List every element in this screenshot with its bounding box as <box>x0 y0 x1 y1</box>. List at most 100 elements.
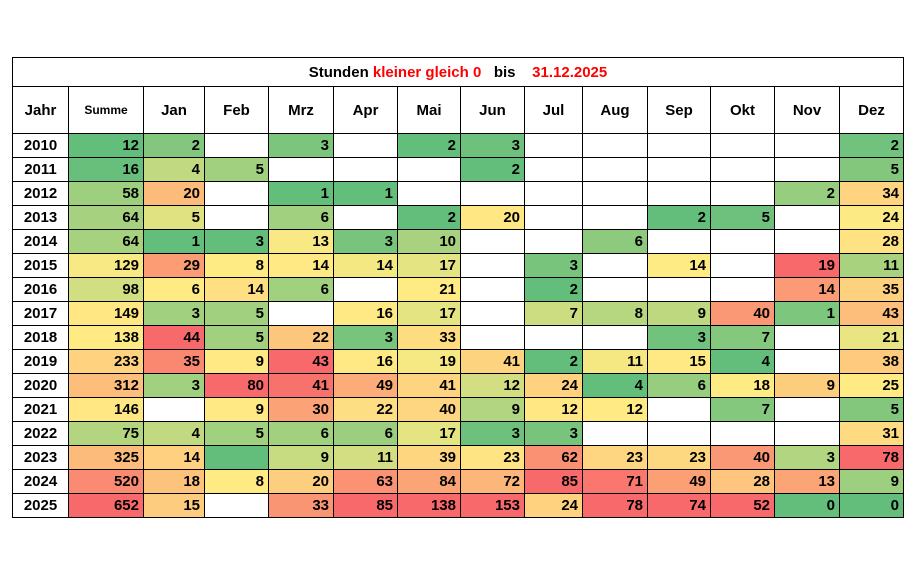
cell-jan: 18 <box>143 469 205 494</box>
cell-apr: 16 <box>333 349 398 374</box>
cell-jun <box>460 229 525 254</box>
cell-aug: 11 <box>582 349 648 374</box>
cell-apr: 6 <box>333 421 398 446</box>
cell-jul: 24 <box>524 493 583 518</box>
cell-jul <box>524 181 583 206</box>
year-cell: 2017 <box>12 301 69 326</box>
cell-aug <box>582 133 648 158</box>
column-header-apr: Apr <box>333 86 398 134</box>
table-row-2024: 2024 520 18 8 20 63 84 72 85 71 49 28 13 9 <box>12 469 904 494</box>
cell-okt: 7 <box>710 325 775 350</box>
header-row: Jahr Summe Jan Feb Mrz Apr Mai Jun Jul Aug Sep Okt N… <box>12 86 904 134</box>
cell-jan: 15 <box>143 493 205 518</box>
cell-dez: 78 <box>839 445 904 470</box>
table-row-2013: 2013 64 5 6 2 20 2 5 24 <box>12 205 904 230</box>
cell-okt <box>710 253 775 278</box>
cell-mai: 2 <box>397 133 461 158</box>
cell-summe: 520 <box>68 469 144 494</box>
year-cell: 2025 <box>12 493 69 518</box>
cell-apr: 22 <box>333 397 398 422</box>
year-cell: 2019 <box>12 349 69 374</box>
cell-summe: 129 <box>68 253 144 278</box>
cell-sep <box>647 181 711 206</box>
cell-sep: 23 <box>647 445 711 470</box>
cell-jan: 4 <box>143 157 205 182</box>
cell-mai: 40 <box>397 397 461 422</box>
cell-sep: 49 <box>647 469 711 494</box>
cell-jan: 44 <box>143 325 205 350</box>
year-cell: 2022 <box>12 421 69 446</box>
cell-mrz: 14 <box>268 253 334 278</box>
cell-jul: 12 <box>524 397 583 422</box>
cell-nov: 19 <box>774 253 840 278</box>
cell-feb: 80 <box>204 373 269 398</box>
year-cell: 2016 <box>12 277 69 302</box>
cell-summe: 146 <box>68 397 144 422</box>
cell-dez: 2 <box>839 133 904 158</box>
cell-aug: 8 <box>582 301 648 326</box>
cell-aug: 23 <box>582 445 648 470</box>
cell-nov <box>774 133 840 158</box>
cell-mai: 17 <box>397 301 461 326</box>
year-cell: 2018 <box>12 325 69 350</box>
table-title: Stunden kleiner gleich 0 bis 31.12.2025 <box>12 57 904 87</box>
cell-aug <box>582 325 648 350</box>
cell-okt <box>710 157 775 182</box>
cell-apr <box>333 205 398 230</box>
cell-nov: 13 <box>774 469 840 494</box>
cell-mrz: 1 <box>268 181 334 206</box>
cell-jan <box>143 397 205 422</box>
cell-mai: 138 <box>397 493 461 518</box>
year-cell: 2024 <box>12 469 69 494</box>
cell-feb: 14 <box>204 277 269 302</box>
cell-jul: 2 <box>524 277 583 302</box>
cell-mrz: 22 <box>268 325 334 350</box>
cell-aug: 12 <box>582 397 648 422</box>
cell-mai: 19 <box>397 349 461 374</box>
cell-jun: 3 <box>460 133 525 158</box>
cell-nov <box>774 397 840 422</box>
cell-feb <box>204 205 269 230</box>
title-condition: kleiner gleich 0 <box>372 63 482 81</box>
cell-jun: 3 <box>460 421 525 446</box>
cell-summe: 138 <box>68 325 144 350</box>
cell-mai: 21 <box>397 277 461 302</box>
cell-mrz <box>268 301 334 326</box>
cell-mai: 39 <box>397 445 461 470</box>
cell-mrz: 6 <box>268 277 334 302</box>
cell-jul <box>524 133 583 158</box>
cell-jul: 3 <box>524 253 583 278</box>
hours-table: Stunden kleiner gleich 0 bis 31.12.2025 … <box>12 57 904 518</box>
cell-mai: 17 <box>397 421 461 446</box>
cell-jun: 23 <box>460 445 525 470</box>
cell-okt <box>710 133 775 158</box>
year-cell: 2010 <box>12 133 69 158</box>
cell-aug <box>582 421 648 446</box>
cell-summe: 64 <box>68 205 144 230</box>
cell-apr: 85 <box>333 493 398 518</box>
cell-nov: 3 <box>774 445 840 470</box>
column-header-nov: Nov <box>774 86 840 134</box>
cell-sep <box>647 133 711 158</box>
cell-jul: 85 <box>524 469 583 494</box>
table-row-2014: 2014 64 1 3 13 3 10 6 28 <box>12 229 904 254</box>
cell-feb: 5 <box>204 421 269 446</box>
cell-jun: 20 <box>460 205 525 230</box>
cell-sep: 6 <box>647 373 711 398</box>
cell-mai: 41 <box>397 373 461 398</box>
cell-jul: 7 <box>524 301 583 326</box>
cell-okt: 40 <box>710 445 775 470</box>
cell-feb: 9 <box>204 349 269 374</box>
cell-mai <box>397 157 461 182</box>
cell-apr: 3 <box>333 325 398 350</box>
cell-aug <box>582 181 648 206</box>
cell-jan: 1 <box>143 229 205 254</box>
cell-jul <box>524 229 583 254</box>
column-header-sep: Sep <box>647 86 711 134</box>
cell-mrz: 33 <box>268 493 334 518</box>
cell-jul: 2 <box>524 349 583 374</box>
table-row-2016: 2016 98 6 14 6 21 2 14 35 <box>12 277 904 302</box>
cell-jan: 6 <box>143 277 205 302</box>
cell-jan: 14 <box>143 445 205 470</box>
cell-jun: 41 <box>460 349 525 374</box>
